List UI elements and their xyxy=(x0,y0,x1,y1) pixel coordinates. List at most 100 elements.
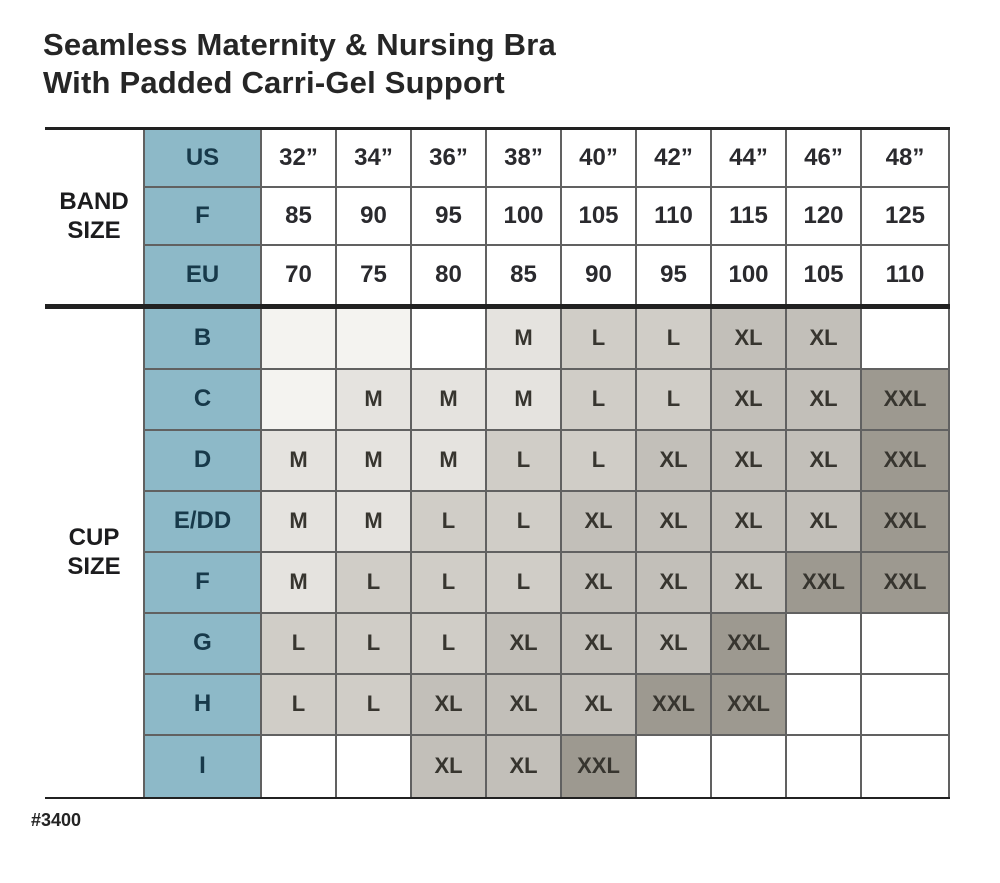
cup-value-c-col7: XL xyxy=(712,369,787,431)
cup-value-b-col6: L xyxy=(637,308,712,370)
cup-value-c-col2: M xyxy=(337,369,412,431)
cup-value-i-col2 xyxy=(337,735,412,797)
band-value-us-col2: 34” xyxy=(337,129,412,188)
cup-value-e-dd-col6: XL xyxy=(637,491,712,553)
cup-row-label-b: B xyxy=(145,308,262,370)
band-value-f-col6: 110 xyxy=(637,187,712,246)
cup-value-d-col5: L xyxy=(562,430,637,492)
band-value-f-col7: 115 xyxy=(712,187,787,246)
cup-value-c-col4: M xyxy=(487,369,562,431)
cup-value-c-col8: XL xyxy=(787,369,862,431)
band-value-us-col3: 36” xyxy=(412,129,487,188)
band-value-eu-col5: 90 xyxy=(562,245,637,304)
cup-value-b-col8: XL xyxy=(787,308,862,370)
cup-value-h-col5: XL xyxy=(562,674,637,736)
cup-value-b-col9 xyxy=(862,308,950,370)
cup-value-g-col9 xyxy=(862,613,950,675)
cup-value-i-col4: XL xyxy=(487,735,562,797)
cup-value-f-col7: XL xyxy=(712,552,787,614)
cup-value-g-col8 xyxy=(787,613,862,675)
cup-value-f-col8: XXL xyxy=(787,552,862,614)
cup-value-h-col3: XL xyxy=(412,674,487,736)
cup-value-g-col7: XXL xyxy=(712,613,787,675)
cup-value-e-dd-col1: M xyxy=(262,491,337,553)
cup-value-f-col2: L xyxy=(337,552,412,614)
band-value-us-col8: 46” xyxy=(787,129,862,188)
cup-row-label-e-dd: E/DD xyxy=(145,491,262,553)
cup-value-h-col8 xyxy=(787,674,862,736)
cup-value-i-col8 xyxy=(787,735,862,797)
cup-value-d-col4: L xyxy=(487,430,562,492)
band-value-eu-col1: 70 xyxy=(262,245,337,304)
cup-value-c-col3: M xyxy=(412,369,487,431)
cup-row-label-c: C xyxy=(145,369,262,431)
cup-value-b-col7: XL xyxy=(712,308,787,370)
band-value-us-col6: 42” xyxy=(637,129,712,188)
cup-value-g-col6: XL xyxy=(637,613,712,675)
cup-value-g-col2: L xyxy=(337,613,412,675)
cup-row-label-i: I xyxy=(145,735,262,797)
cup-value-g-col1: L xyxy=(262,613,337,675)
cup-value-h-col4: XL xyxy=(487,674,562,736)
band-size-group-label: BAND SIZE xyxy=(45,129,145,304)
band-value-eu-col3: 80 xyxy=(412,245,487,304)
cup-value-d-col6: XL xyxy=(637,430,712,492)
cup-value-f-col1: M xyxy=(262,552,337,614)
cup-value-h-col7: XXL xyxy=(712,674,787,736)
band-row-label-us: US xyxy=(145,129,262,188)
band-row-label-eu: EU xyxy=(145,245,262,304)
cup-value-d-col8: XL xyxy=(787,430,862,492)
page-title-line-1: Seamless Maternity & Nursing Bra xyxy=(43,27,556,62)
cup-value-h-col1: L xyxy=(262,674,337,736)
band-value-f-col4: 100 xyxy=(487,187,562,246)
band-value-f-col1: 85 xyxy=(262,187,337,246)
cup-value-d-col9: XXL xyxy=(862,430,950,492)
cup-value-c-col1 xyxy=(262,369,337,431)
band-value-us-col1: 32” xyxy=(262,129,337,188)
cup-value-i-col1 xyxy=(262,735,337,797)
page-title-line-2: With Padded Carri-Gel Support xyxy=(43,65,505,101)
cup-value-e-dd-col4: L xyxy=(487,491,562,553)
cup-size-group-label: CUP SIZE xyxy=(45,308,145,797)
cup-value-g-col5: XL xyxy=(562,613,637,675)
cup-value-e-dd-col9: XXL xyxy=(862,491,950,553)
band-value-us-col4: 38” xyxy=(487,129,562,188)
band-value-us-col7: 44” xyxy=(712,129,787,188)
band-value-eu-col2: 75 xyxy=(337,245,412,304)
cup-value-i-col3: XL xyxy=(412,735,487,797)
band-value-f-col3: 95 xyxy=(412,187,487,246)
product-code: #3400 xyxy=(31,809,82,830)
cup-value-f-col9: XXL xyxy=(862,552,950,614)
cup-value-e-dd-col5: XL xyxy=(562,491,637,553)
cup-value-c-col9: XXL xyxy=(862,369,950,431)
cup-value-e-dd-col8: XL xyxy=(787,491,862,553)
cup-value-g-col3: L xyxy=(412,613,487,675)
band-value-f-col8: 120 xyxy=(787,187,862,246)
cup-value-f-col4: L xyxy=(487,552,562,614)
cup-row-label-f: F xyxy=(145,552,262,614)
cup-row-label-g: G xyxy=(145,613,262,675)
cup-value-d-col7: XL xyxy=(712,430,787,492)
page-title: Seamless Maternity & Nursing Bra With Pa… xyxy=(43,26,1000,103)
cup-value-d-col2: M xyxy=(337,430,412,492)
band-value-f-col2: 90 xyxy=(337,187,412,246)
cup-value-c-col5: L xyxy=(562,369,637,431)
section-divider xyxy=(45,303,950,309)
cup-value-e-dd-col7: XL xyxy=(712,491,787,553)
cup-value-i-col9 xyxy=(862,735,950,797)
cup-value-i-col5: XXL xyxy=(562,735,637,797)
band-value-us-col9: 48” xyxy=(862,129,950,188)
band-value-us-col5: 40” xyxy=(562,129,637,188)
cup-row-label-h: H xyxy=(145,674,262,736)
band-value-eu-col6: 95 xyxy=(637,245,712,304)
band-value-eu-col4: 85 xyxy=(487,245,562,304)
cup-value-d-col1: M xyxy=(262,430,337,492)
cup-value-b-col3 xyxy=(412,308,487,370)
cup-value-h-col2: L xyxy=(337,674,412,736)
size-chart-table: BAND SIZE US 32” 34” 36” 38” 40” 42” 44” 46” 48” F 8… xyxy=(45,126,950,799)
cup-value-f-col6: XL xyxy=(637,552,712,614)
cup-value-g-col4: XL xyxy=(487,613,562,675)
cup-value-h-col9 xyxy=(862,674,950,736)
band-value-eu-col9: 110 xyxy=(862,245,950,304)
band-value-f-col5: 105 xyxy=(562,187,637,246)
